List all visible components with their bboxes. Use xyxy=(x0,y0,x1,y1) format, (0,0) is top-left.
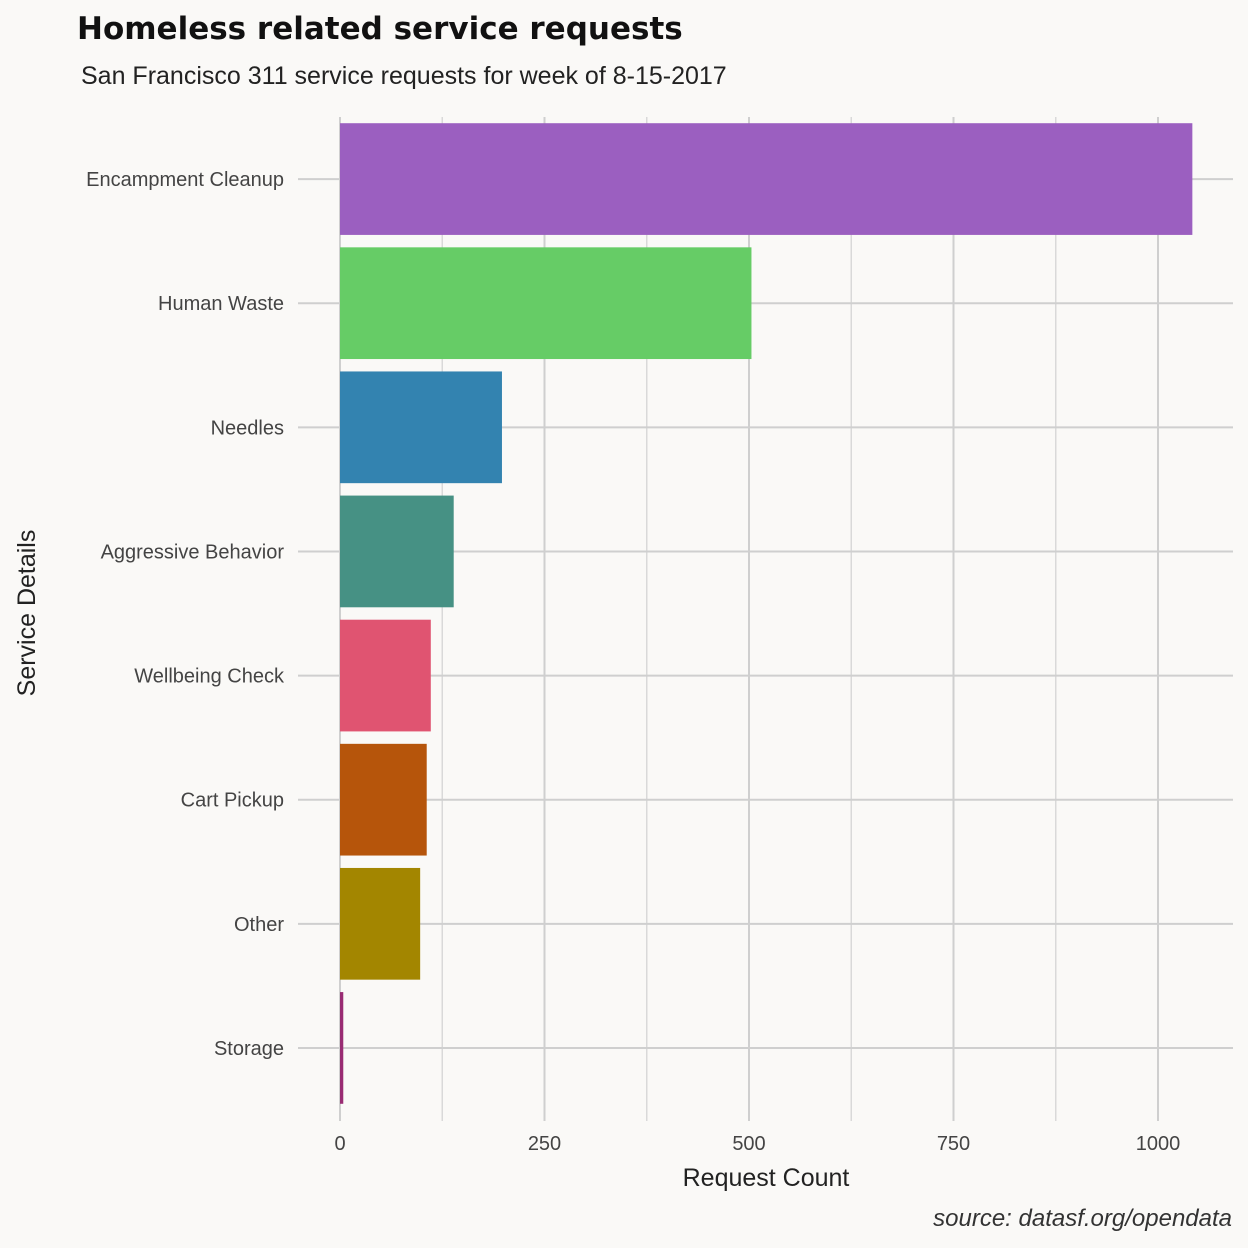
tick-labels: 0 250 500 750 1000 Encampment Cleanup Human Wa… xyxy=(86,169,1180,1155)
bar-encampment-cleanup xyxy=(340,123,1193,235)
bar-needles xyxy=(340,371,502,484)
chart-subtitle: San Francisco 311 service requests for w… xyxy=(81,62,727,90)
bar-wellbeing-check xyxy=(340,619,431,732)
x-tick-label: 500 xyxy=(732,1133,765,1155)
x-tick-label: 0 xyxy=(334,1133,345,1155)
y-tick-label: Other xyxy=(234,914,284,936)
x-axis-title: Request Count xyxy=(683,1164,850,1192)
bar-aggressive-behavior xyxy=(340,495,454,608)
y-tick-label: Needles xyxy=(211,417,284,439)
x-tick-label: 1000 xyxy=(1136,1133,1181,1155)
bar-other xyxy=(340,867,421,980)
chart-title: Homeless related service requests xyxy=(77,11,683,47)
bar-cart-pickup xyxy=(340,743,427,856)
y-tick-label: Aggressive Behavior xyxy=(101,541,285,563)
y-tick-label: Storage xyxy=(214,1038,284,1060)
source-caption: source: datasf.org/opendata xyxy=(933,1205,1232,1232)
y-tick-label: Encampment Cleanup xyxy=(86,169,284,191)
bar-storage xyxy=(340,992,344,1104)
y-tick-label: Cart Pickup xyxy=(181,790,284,812)
y-tick-label: Human Waste xyxy=(158,293,284,315)
y-axis-title: Service Details xyxy=(13,530,41,697)
bar-human-waste xyxy=(340,247,752,360)
x-tick-label: 750 xyxy=(937,1133,970,1155)
y-tick-label: Wellbeing Check xyxy=(134,666,285,688)
bars xyxy=(340,123,1193,1104)
x-tick-label: 250 xyxy=(528,1133,561,1155)
